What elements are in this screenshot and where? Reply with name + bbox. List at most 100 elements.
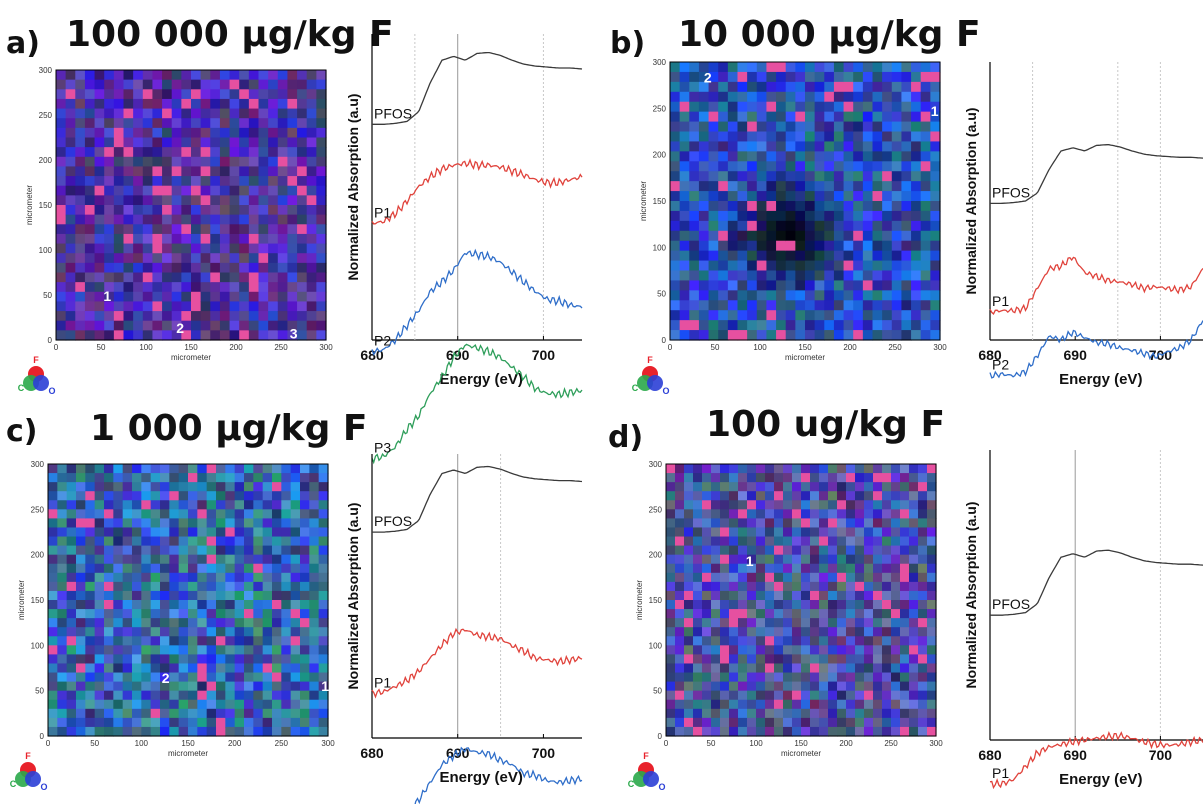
map-pixel [727, 220, 739, 232]
map-pixel [783, 672, 793, 683]
map-pixel [272, 636, 282, 646]
map-pixel [853, 330, 864, 341]
map-pixel [48, 717, 58, 728]
map-pixel [94, 699, 105, 710]
map-pixel [882, 121, 893, 133]
map-pixel [66, 518, 77, 529]
map-pixel [268, 166, 279, 177]
map-pixel [57, 600, 68, 610]
map-pixel [268, 330, 279, 341]
map-pixel [210, 330, 221, 341]
map-pixel [766, 121, 777, 133]
map-pixel [206, 572, 217, 583]
map-pixel [783, 491, 793, 501]
map-pixel [300, 554, 310, 565]
map-pixel [104, 253, 115, 264]
map-x-tick-label: 0 [664, 739, 669, 748]
map-pixel [94, 645, 105, 655]
map-pixel [287, 166, 298, 177]
map-pixel [277, 98, 289, 110]
map-pixel [805, 290, 816, 301]
map-pixel [837, 563, 847, 574]
map-pixel [65, 224, 76, 235]
map-pixel [702, 654, 712, 665]
map-pixel [814, 81, 825, 93]
map-pixel [258, 291, 269, 303]
map-pixel [766, 201, 777, 212]
map-pixel [864, 600, 874, 610]
map-pixel [720, 590, 730, 601]
map-pixel [810, 609, 820, 619]
map-pixel [824, 250, 835, 262]
map-pixel [785, 151, 796, 162]
map-pixel [774, 618, 784, 628]
map-pixel [300, 645, 310, 655]
map-pixel [783, 464, 793, 474]
map-pixel [122, 636, 133, 646]
map-pixel [747, 310, 758, 321]
map-pixel [689, 101, 700, 113]
map-pixel [702, 590, 712, 601]
map-pixel [756, 330, 768, 341]
map-pixel [244, 464, 254, 474]
map-pixel [766, 240, 777, 252]
map-pixel [210, 262, 221, 274]
map-pixel [930, 201, 941, 212]
map-pixel [290, 527, 301, 538]
map-pixel [846, 527, 856, 538]
map-pixel [132, 663, 142, 674]
map-pixel [133, 98, 144, 110]
map-pixel [277, 156, 289, 168]
map-pixel [258, 127, 269, 139]
map-pixel [911, 250, 922, 262]
map-pixel [56, 156, 67, 168]
map-pixel [747, 581, 757, 592]
map-pixel [891, 171, 903, 182]
map-x-tick-label: 250 [888, 343, 902, 352]
map-pixel [747, 590, 757, 601]
map-d: 005050100100150150200200250250300300micr… [628, 460, 943, 792]
map-pixel [930, 300, 941, 311]
map-pixel [795, 91, 806, 103]
map-pixel [258, 311, 269, 322]
map-pixel [872, 260, 883, 272]
map-pixel [882, 181, 893, 192]
map-pixel [774, 645, 784, 655]
map-pixel [927, 545, 937, 556]
map-pixel [675, 717, 685, 728]
map-pixel [727, 71, 739, 83]
map-pixel [810, 581, 820, 592]
map-pixel [689, 62, 700, 73]
map-pixel [805, 81, 816, 93]
map-pixel [318, 590, 329, 601]
map-pixel [927, 681, 937, 692]
map-pixel [693, 590, 703, 601]
map-pixel [833, 71, 845, 83]
map-pixel [738, 636, 748, 646]
map-pixel [872, 201, 883, 212]
map-pixel [738, 609, 748, 619]
map-pixel [216, 482, 226, 492]
map-pixel [258, 301, 269, 312]
map-pixel [882, 473, 892, 483]
map-pixel [281, 618, 292, 628]
map-pixel [75, 282, 86, 293]
map-pixel [239, 176, 250, 187]
map-pixel [711, 618, 721, 628]
map-pixel [132, 609, 142, 619]
map-pixel [142, 137, 154, 148]
map-pixel [864, 572, 874, 583]
map-pixel [65, 137, 76, 148]
map-pixel [191, 137, 202, 148]
map-pixel [248, 253, 260, 264]
map-pixel [210, 118, 221, 129]
map-pixel [862, 220, 874, 232]
map-pixel [258, 330, 269, 341]
map-pixel [318, 527, 329, 538]
map-y-tick-label: 150 [39, 201, 53, 210]
map-pixel [918, 500, 928, 510]
map-pixel [206, 581, 217, 592]
spectrum-x-tick-label: 700 [1149, 347, 1173, 363]
map-pixel [862, 111, 874, 123]
map-pixel [141, 636, 152, 646]
